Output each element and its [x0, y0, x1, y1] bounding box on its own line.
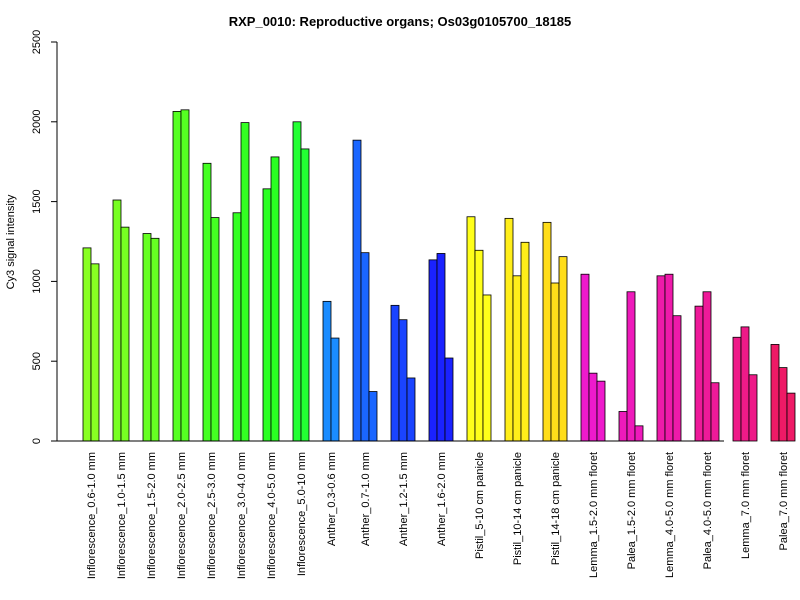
bar	[390, 304, 400, 442]
x-tick-label: Inflorescence_2.5-3.0 mm	[206, 452, 218, 579]
bar	[150, 237, 160, 442]
bar	[292, 121, 302, 442]
bar	[664, 273, 674, 442]
bar	[322, 300, 332, 442]
bar	[330, 337, 340, 442]
bar	[672, 315, 682, 442]
bar	[112, 199, 122, 442]
x-tick-label: Palea_1.5-2.0 mm floret	[626, 452, 638, 569]
bar	[172, 111, 182, 442]
bar	[580, 273, 590, 442]
bar	[504, 217, 514, 442]
y-tick-label: 2000	[31, 110, 43, 134]
bar	[482, 294, 492, 442]
x-tick-label: Lemma_1.5-2.0 mm floret	[588, 452, 600, 578]
bar	[542, 221, 552, 442]
bar	[770, 344, 780, 442]
bar	[694, 305, 704, 442]
x-tick-label: Pistil_5-10 cm panicle	[474, 452, 486, 559]
x-tick-label: Lemma_7.0 mm floret	[740, 452, 752, 559]
bar	[142, 233, 152, 442]
x-tick-label: Inflorescence_5.0-10 mm	[296, 452, 308, 576]
bar	[588, 372, 598, 442]
bar	[520, 241, 530, 442]
bar	[270, 156, 280, 442]
bar	[596, 380, 606, 442]
chart-title: RXP_0010: Reproductive organs; Os03g0105…	[229, 14, 572, 29]
bar	[398, 319, 408, 442]
y-tick-label: 0	[31, 438, 43, 444]
bar	[82, 247, 92, 442]
bar	[512, 275, 522, 442]
bar	[702, 291, 712, 442]
bar	[360, 252, 370, 442]
bar	[210, 217, 220, 442]
bar	[444, 357, 454, 442]
bar	[406, 377, 416, 442]
x-tick-label: Inflorescence_0.6-1.0 mm	[86, 452, 98, 579]
bar	[262, 188, 272, 442]
bar	[778, 367, 788, 442]
x-tick-label: Anther_1.2-1.5 mm	[398, 452, 410, 546]
bar	[618, 411, 628, 442]
bar	[786, 392, 796, 442]
x-tick-label: Inflorescence_2.0-2.5 mm	[176, 452, 188, 579]
bar	[558, 256, 568, 442]
x-tick-label: Inflorescence_1.5-2.0 mm	[146, 452, 158, 579]
bar	[732, 336, 742, 442]
y-axis: 0 500 1000 1500 2000 2500	[31, 30, 58, 444]
bar	[550, 282, 560, 442]
x-tick-label: Inflorescence_3.0-4.0 mm	[236, 452, 248, 579]
bar	[626, 291, 636, 442]
bars	[82, 109, 796, 442]
bar	[740, 326, 750, 442]
x-tick-label: Anther_1.6-2.0 mm	[436, 452, 448, 546]
bar	[368, 391, 378, 442]
bar	[748, 374, 758, 442]
y-tick-label: 1500	[31, 189, 43, 213]
x-tick-label: Inflorescence_1.0-1.5 mm	[116, 452, 128, 579]
y-axis-label: Cy3 signal intensity	[5, 194, 17, 289]
bar	[474, 249, 484, 442]
x-tick-label: Lemma_4.0-5.0 mm floret	[664, 452, 676, 578]
y-tick-label: 500	[31, 352, 43, 370]
bar	[120, 226, 130, 442]
bar	[232, 212, 242, 442]
x-tick-label: Anther_0.3-0.6 mm	[326, 452, 338, 546]
x-tick-label: Pistil_14-18 cm panicle	[550, 452, 562, 565]
x-tick-label: Inflorescence_4.0-5.0 mm	[266, 452, 278, 579]
bar	[300, 148, 310, 442]
bar	[90, 263, 100, 442]
y-tick-label: 2500	[31, 30, 43, 54]
bar	[634, 425, 644, 442]
x-tick-label: Pistil_10-14 cm panicle	[512, 452, 524, 565]
bar	[180, 109, 190, 442]
bar	[428, 259, 438, 442]
bar	[240, 122, 250, 442]
bar	[710, 382, 720, 442]
x-tick-label: Palea_4.0-5.0 mm floret	[702, 452, 714, 569]
bar	[436, 253, 446, 442]
bar	[352, 139, 362, 442]
x-tick-label: Palea_7.0 mm floret	[778, 452, 790, 550]
y-tick-label: 1000	[31, 269, 43, 293]
bar	[202, 162, 212, 442]
bar	[656, 275, 666, 442]
x-axis: Inflorescence_0.6-1.0 mm Inflorescence_1.…	[57, 440, 790, 579]
x-tick-label: Anther_0.7-1.0 mm	[360, 452, 372, 546]
bar	[466, 216, 476, 442]
